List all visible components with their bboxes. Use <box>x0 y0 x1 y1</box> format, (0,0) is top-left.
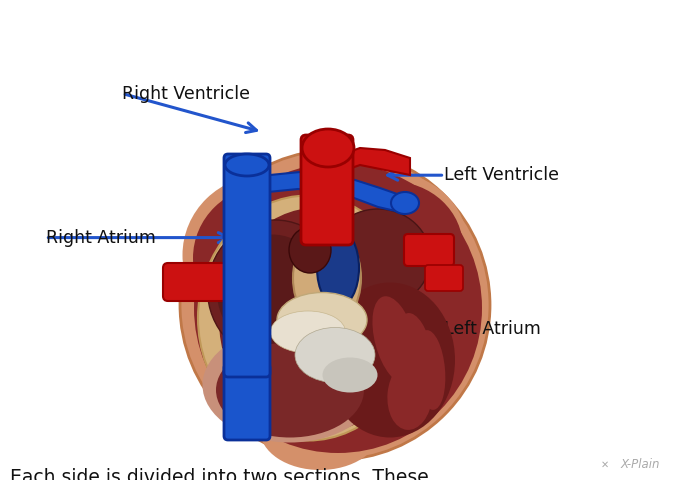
Ellipse shape <box>289 227 331 273</box>
Ellipse shape <box>295 327 375 383</box>
Text: Right Atrium: Right Atrium <box>46 228 155 247</box>
Ellipse shape <box>325 283 455 437</box>
Ellipse shape <box>183 175 347 335</box>
Polygon shape <box>247 172 400 212</box>
Ellipse shape <box>198 195 418 441</box>
Ellipse shape <box>387 360 433 430</box>
Text: Each side is divided into two sections. These
sections are called chambers. The : Each side is divided into two sections. … <box>10 468 471 480</box>
Ellipse shape <box>207 220 342 360</box>
Polygon shape <box>340 148 410 175</box>
Ellipse shape <box>193 185 343 331</box>
Ellipse shape <box>414 330 445 410</box>
Text: ✕: ✕ <box>601 460 608 469</box>
Ellipse shape <box>396 313 434 397</box>
Text: Right Ventricle: Right Ventricle <box>122 84 251 103</box>
FancyBboxPatch shape <box>301 135 353 245</box>
Text: X-Plain: X-Plain <box>620 458 660 471</box>
Ellipse shape <box>321 181 463 314</box>
Ellipse shape <box>217 235 327 349</box>
Ellipse shape <box>391 192 419 214</box>
Text: Left Atrium: Left Atrium <box>444 320 541 338</box>
FancyBboxPatch shape <box>224 364 270 440</box>
Ellipse shape <box>194 163 482 453</box>
Text: Left Ventricle: Left Ventricle <box>444 166 559 184</box>
Ellipse shape <box>317 229 359 307</box>
FancyBboxPatch shape <box>163 263 241 301</box>
Ellipse shape <box>180 150 490 460</box>
Ellipse shape <box>302 129 354 167</box>
FancyBboxPatch shape <box>224 154 270 377</box>
Ellipse shape <box>293 228 361 328</box>
Ellipse shape <box>260 390 380 470</box>
FancyBboxPatch shape <box>404 234 454 266</box>
FancyBboxPatch shape <box>425 265 463 291</box>
Ellipse shape <box>323 358 377 393</box>
Ellipse shape <box>216 343 364 437</box>
Ellipse shape <box>225 154 269 176</box>
Ellipse shape <box>270 311 346 353</box>
Ellipse shape <box>312 172 468 317</box>
Ellipse shape <box>202 327 377 443</box>
Ellipse shape <box>219 207 417 432</box>
Ellipse shape <box>326 209 430 307</box>
Ellipse shape <box>277 292 367 348</box>
Ellipse shape <box>372 296 418 384</box>
